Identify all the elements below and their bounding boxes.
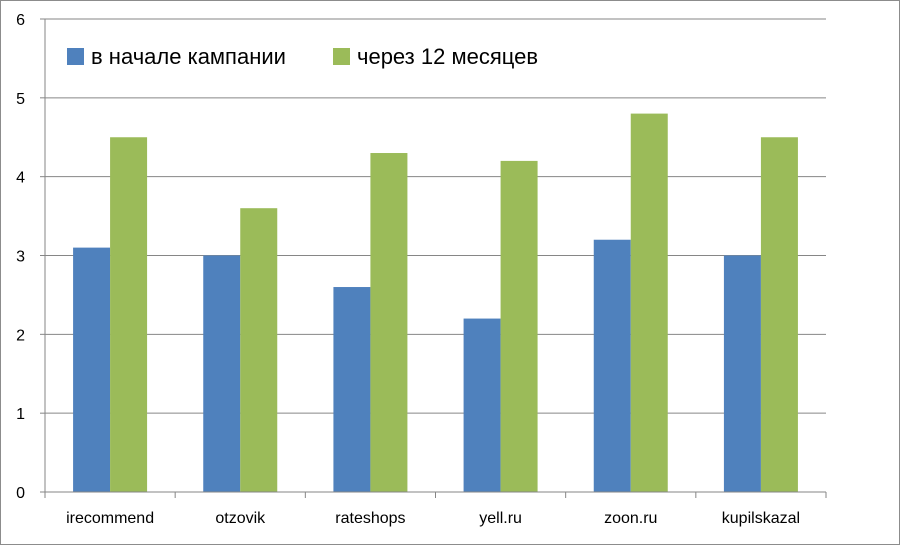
x-category-label: irecommend — [66, 510, 154, 527]
y-tick-label: 1 — [16, 406, 25, 423]
legend-swatch-1 — [67, 48, 84, 65]
bar-start-otzovik — [203, 255, 241, 492]
x-category-label: kupilskazal — [722, 510, 800, 527]
legend-label-2: через 12 месяцев — [357, 44, 538, 69]
bar-start-zoon.ru — [593, 239, 631, 492]
y-tick-label: 2 — [16, 327, 25, 344]
axes: 0 1 2 3 4 5 6 irecommend otzovik rateshops yell.ru… — [16, 12, 827, 527]
bars — [73, 113, 798, 492]
bar-start-irecommend — [73, 247, 111, 492]
bar-after-12-months-yell.ru — [500, 160, 538, 492]
bar-after-12-months-zoon.ru — [630, 113, 668, 492]
bar-start-yell.ru — [463, 318, 501, 492]
gridlines — [45, 18, 826, 414]
bar-after-12-months-otzovik — [240, 208, 278, 492]
x-category-label: rateshops — [335, 510, 405, 527]
bar-start-rateshops — [333, 287, 371, 492]
x-category-label: zoon.ru — [604, 510, 657, 527]
legend: в начале кампании через 12 месяцев — [67, 44, 538, 69]
bar-after-12-months-kupilskazal — [760, 137, 798, 492]
x-category-label: otzovik — [215, 510, 266, 527]
y-tick-label: 3 — [16, 249, 25, 266]
bar-after-12-months-irecommend — [110, 137, 148, 492]
bar-start-kupilskazal — [723, 255, 761, 492]
bar-after-12-months-rateshops — [370, 153, 408, 492]
legend-swatch-2 — [333, 48, 350, 65]
y-tick-label: 6 — [16, 12, 25, 29]
legend-label-1: в начале кампании — [91, 44, 286, 69]
y-tick-label: 5 — [16, 91, 25, 108]
y-tick-label: 4 — [16, 170, 25, 187]
y-tick-label: 0 — [16, 485, 25, 502]
x-category-label: yell.ru — [479, 510, 522, 527]
